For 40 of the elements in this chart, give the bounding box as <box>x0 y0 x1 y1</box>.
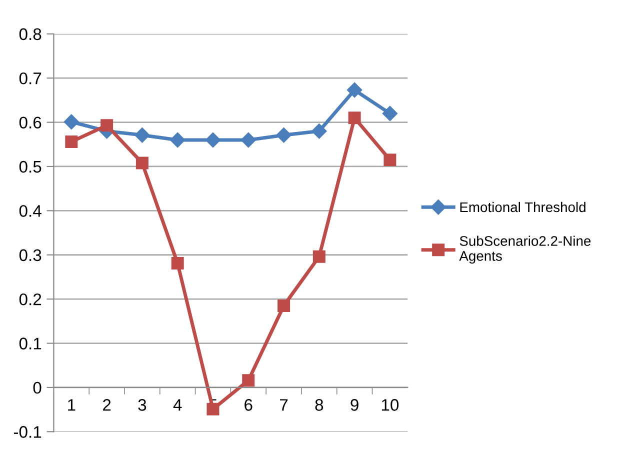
point <box>384 154 396 166</box>
point <box>64 114 79 130</box>
x-tick-label: 1 <box>68 399 76 411</box>
point <box>206 402 220 416</box>
legend-label: SubScenario2.2-Nine Agents <box>459 236 591 264</box>
y-tick-label: 0.8 <box>19 28 42 40</box>
y-tick-label: 0.6 <box>19 116 42 128</box>
y-tick-label: 0.3 <box>19 249 42 262</box>
x-tick-label: 2 <box>103 399 111 411</box>
y-tick-label: 0.5 <box>19 160 42 173</box>
y-tick-label: 0 <box>33 382 42 394</box>
point <box>205 132 221 148</box>
point <box>242 374 255 387</box>
point <box>348 112 361 124</box>
point <box>134 128 150 143</box>
x-tick-label: 7 <box>280 399 288 411</box>
point <box>170 132 186 148</box>
x-tick-label: 9 <box>350 399 358 411</box>
point <box>171 257 184 270</box>
y-tick-label: -0.1 <box>14 426 42 438</box>
y-tick-label: 0.7 <box>19 72 42 84</box>
point <box>100 119 114 132</box>
point <box>382 106 398 122</box>
point <box>240 132 256 148</box>
y-tick-label: 0.2 <box>19 293 42 306</box>
point <box>312 250 326 263</box>
y-tick-label: 0.1 <box>19 338 42 350</box>
point <box>65 135 78 148</box>
point <box>278 299 290 312</box>
y-tick-label: 0.4 <box>19 205 42 217</box>
x-tick-label: 10 <box>382 399 399 411</box>
x-tick-label: 4 <box>173 399 182 411</box>
x-tick-label: 6 <box>244 399 252 411</box>
point <box>276 128 292 143</box>
point <box>136 156 148 170</box>
point <box>312 124 327 139</box>
x-tick-label: 8 <box>315 399 324 411</box>
x-tick-label: 3 <box>138 399 146 411</box>
point <box>346 82 362 98</box>
legend-label: Emotional Threshold <box>460 202 586 212</box>
